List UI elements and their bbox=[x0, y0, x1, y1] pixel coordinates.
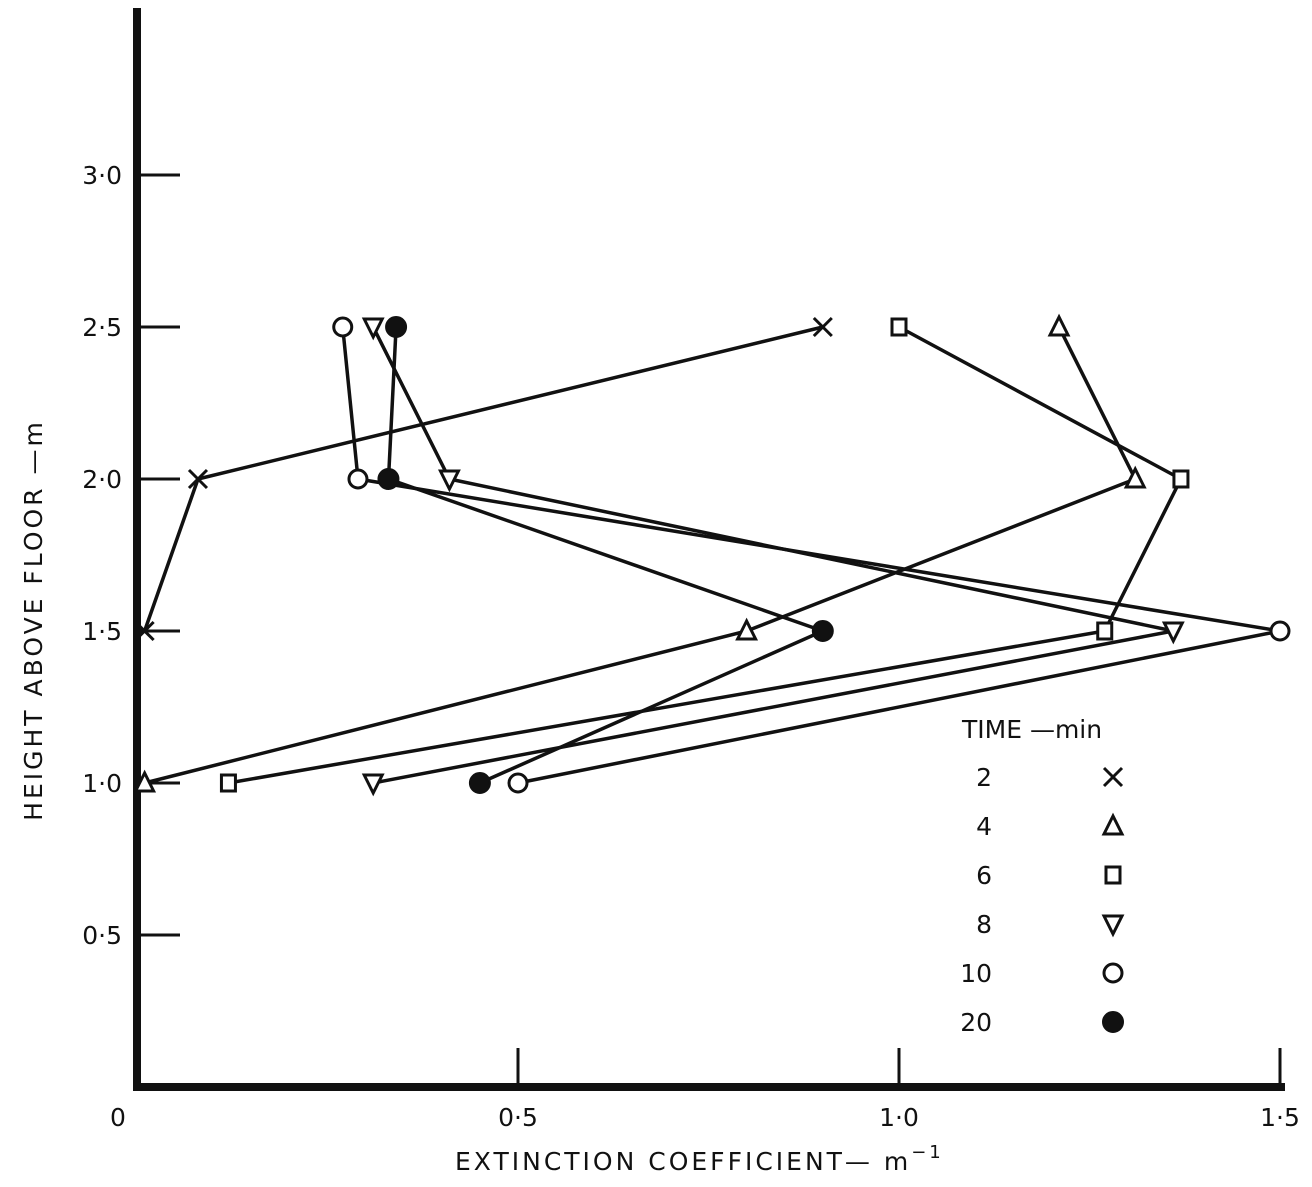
series-time-2 bbox=[134, 316, 833, 642]
series-layer bbox=[133, 313, 1291, 797]
data-point bbox=[332, 316, 354, 338]
data-point bbox=[1096, 621, 1114, 641]
series-line bbox=[228, 325, 1183, 785]
data-point bbox=[134, 620, 155, 642]
data-point bbox=[507, 772, 529, 794]
y-axis-title: HEIGHT ABOVE FLOOR —m bbox=[19, 419, 48, 821]
x-tick-label: 1·5 bbox=[1260, 1103, 1300, 1132]
legend-label: 20 bbox=[960, 1008, 992, 1037]
ticks: 0·5 1·0 1·5 2·0 2·5 3·0 0 0·5 1·0 1·5 bbox=[82, 161, 1300, 1132]
legend-label: 10 bbox=[960, 959, 992, 988]
x-tick-label: 0 bbox=[110, 1103, 126, 1132]
legend-label: 4 bbox=[976, 812, 992, 841]
x-tick-label: 1·0 bbox=[879, 1103, 919, 1132]
series-line bbox=[144, 326, 1137, 785]
data-point bbox=[385, 316, 408, 338]
data-point bbox=[187, 468, 209, 490]
series-time-4 bbox=[133, 313, 1147, 793]
data-point bbox=[347, 468, 369, 490]
legend-label: 2 bbox=[976, 763, 992, 792]
legend-label: 8 bbox=[976, 910, 992, 939]
series-time-6 bbox=[219, 317, 1190, 793]
data-point bbox=[1161, 621, 1185, 645]
data-point bbox=[890, 317, 908, 337]
data-point bbox=[1123, 465, 1147, 489]
legend-marker bbox=[1101, 812, 1125, 836]
axes bbox=[133, 8, 1285, 1091]
y-tick-label: 1·0 bbox=[82, 769, 122, 798]
data-point bbox=[1269, 620, 1291, 642]
x-axis-title-superscript: −1 bbox=[911, 1142, 944, 1163]
legend-title: TIME —min bbox=[961, 715, 1102, 744]
data-point bbox=[437, 469, 461, 493]
data-point bbox=[219, 773, 237, 793]
data-point bbox=[361, 317, 385, 341]
data-point bbox=[1172, 469, 1190, 489]
data-point bbox=[361, 773, 385, 797]
legend-marker bbox=[1104, 865, 1122, 885]
y-tick-label: 0·5 bbox=[82, 921, 122, 950]
x-axis-title: EXTINCTION COEFFICIENT— m−1 bbox=[455, 1142, 944, 1176]
data-point bbox=[377, 468, 400, 490]
series-line bbox=[340, 326, 1282, 785]
series-line bbox=[142, 325, 824, 632]
y-tick-label: 2·5 bbox=[82, 313, 122, 342]
data-point bbox=[812, 316, 833, 338]
data-point bbox=[811, 620, 834, 642]
series-line bbox=[386, 326, 825, 785]
series-time-20 bbox=[377, 316, 834, 794]
y-tick-label: 2·0 bbox=[82, 465, 122, 494]
x-tick-label: 0·5 bbox=[498, 1103, 538, 1132]
legend-label: 6 bbox=[976, 861, 992, 890]
series-time-10 bbox=[332, 316, 1291, 794]
data-point bbox=[1047, 313, 1071, 337]
x-axis-title-text: EXTINCTION COEFFICIENT— m bbox=[455, 1147, 911, 1176]
data-point bbox=[735, 617, 759, 641]
legend-marker bbox=[1102, 1011, 1124, 1033]
legend-marker bbox=[1101, 914, 1125, 938]
data-point bbox=[468, 772, 491, 794]
legend-marker bbox=[1102, 766, 1124, 788]
y-tick-label: 1·5 bbox=[82, 617, 122, 646]
legend-marker bbox=[1102, 962, 1124, 984]
data-point bbox=[133, 769, 157, 793]
y-tick-label: 3·0 bbox=[82, 161, 122, 190]
legend: TIME —min 2 4 6 8 10 20 bbox=[960, 715, 1125, 1037]
